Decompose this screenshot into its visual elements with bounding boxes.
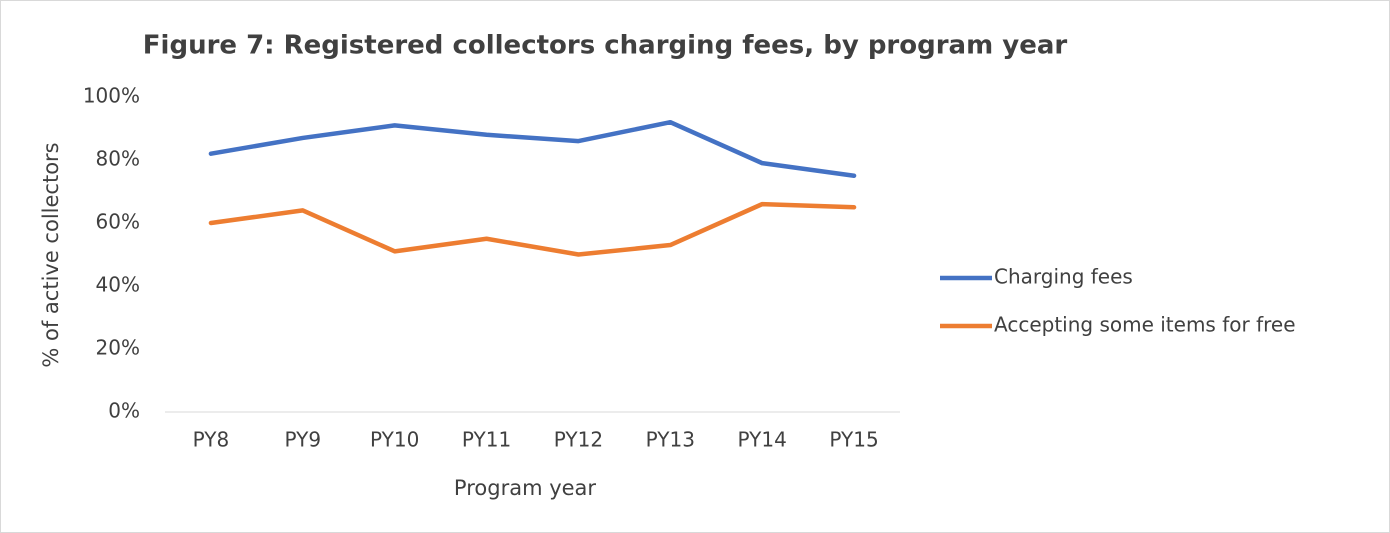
y-tick-label: 100% [83,84,140,108]
y-tick-label: 60% [96,210,140,234]
x-tick-label: PY12 [554,428,603,452]
chart-title: Figure 7: Registered collectors charging… [143,31,1068,61]
y-tick-label: 80% [96,147,140,171]
legend-label: Accepting some items for free [994,313,1296,337]
series-line [208,201,857,257]
series-line [208,119,857,178]
y-axis-label: % of active collectors [39,142,63,367]
x-tick-label: PY13 [646,428,695,452]
legend-label: Charging fees [994,265,1133,289]
x-tick-label: PY11 [462,428,511,452]
y-tick-label: 40% [96,273,140,297]
x-tick-label: PY14 [738,428,787,452]
y-tick-label: 20% [96,336,140,360]
x-axis-label: Program year [454,476,596,500]
x-tick-label: PY15 [829,428,878,452]
y-tick-label: 0% [108,399,140,423]
x-tick-label: PY10 [370,428,419,452]
x-tick-label: PY9 [285,428,322,452]
x-tick-label: PY8 [193,428,230,452]
